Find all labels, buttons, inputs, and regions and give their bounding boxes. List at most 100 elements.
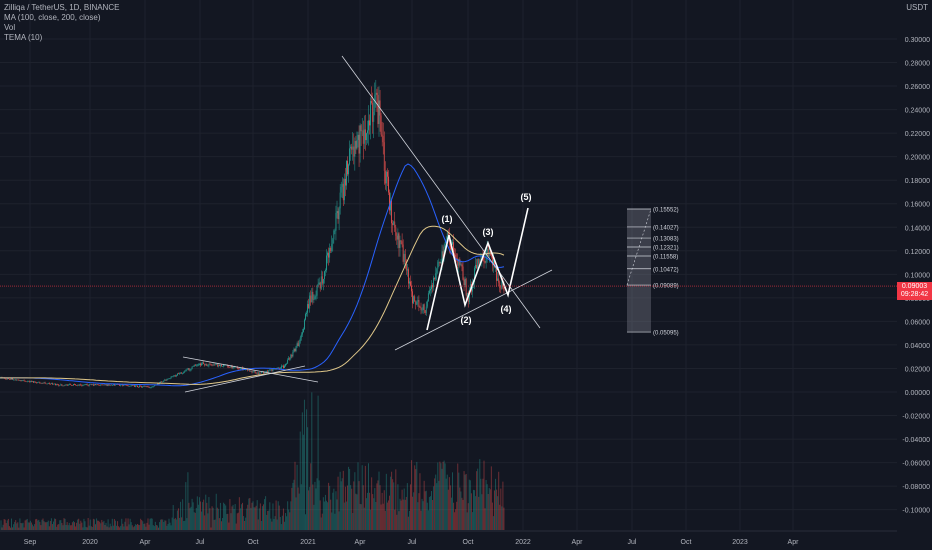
candle-body: [376, 92, 378, 96]
volume-bar: [341, 478, 343, 530]
volume-bar: [142, 521, 144, 530]
candle-body: [87, 385, 89, 386]
volume-bar: [24, 520, 26, 530]
candle-body: [14, 379, 16, 381]
candle-body: [42, 382, 44, 384]
time-axis[interactable]: Sep 2020 Apr Jul Oct 2021 Apr Jul Oct 2022 Apr Jul O…: [0, 530, 897, 546]
volume-bar: [41, 519, 43, 530]
bar-countdown: 09:28:42: [900, 291, 929, 298]
candle-body: [268, 370, 270, 373]
candle-body: [361, 130, 363, 132]
fib-level-label: (0.15552): [653, 207, 679, 213]
volume-bar: [284, 521, 285, 530]
volume-bar: [15, 520, 17, 530]
volume-bar: [491, 502, 493, 530]
volume-bar: [466, 512, 468, 530]
candle-body: [223, 364, 224, 367]
candle-body: [80, 384, 82, 386]
candle-body: [30, 380, 31, 382]
candle-body: [392, 223, 394, 225]
volume-bar: [397, 484, 399, 530]
candle-body: [324, 271, 325, 280]
volume-bar: [74, 522, 75, 530]
candle-body: [191, 366, 193, 369]
volume-bar: [331, 512, 333, 530]
volume-bar: [378, 471, 380, 530]
volume-bar: [13, 524, 15, 530]
volume-bar: [330, 499, 332, 530]
candle-body: [465, 278, 467, 296]
volume-bar: [421, 498, 423, 530]
volume-bar: [176, 510, 178, 530]
candle-body: [250, 371, 252, 372]
volume-bar: [450, 497, 452, 530]
volume-bar: [287, 501, 289, 530]
volume-bar: [488, 487, 490, 530]
volume-bar: [88, 525, 90, 530]
volume-bar: [100, 523, 102, 530]
fib-level-label: (0.12321): [653, 246, 679, 252]
candle-body: [203, 362, 205, 365]
candle-body: [342, 183, 344, 201]
candle-body: [38, 382, 40, 383]
volume-bar: [187, 472, 189, 530]
volume-bar: [12, 527, 14, 530]
volume-bar: [78, 518, 80, 530]
currency-label[interactable]: USDT: [906, 3, 928, 12]
price-axis[interactable]: 0.30000 0.28000 0.26000 0.24000 0.22000 0.200…: [902, 37, 930, 515]
volume-bar: [500, 488, 502, 530]
candle-body: [125, 384, 127, 386]
last-price-value: 0.09003: [901, 283, 928, 290]
volume-bar: [85, 526, 87, 530]
indicator-vol[interactable]: Vol: [4, 23, 16, 32]
candle-body: [24, 380, 26, 382]
volume-bar: [392, 479, 394, 530]
candle-body: [82, 384, 84, 386]
volume-bar: [360, 504, 362, 530]
symbol-title[interactable]: Zilliqa / TetherUS, 1D, BINANCE: [4, 3, 120, 12]
volume-bar: [366, 492, 368, 530]
elliott-wave[interactable]: (1) (2) (3) (4) (5): [426, 192, 532, 331]
candle-body: [420, 307, 422, 310]
candle-body: [333, 230, 335, 240]
volume-bar: [108, 527, 110, 530]
candle-body: [230, 365, 232, 368]
volume-bar: [351, 488, 353, 530]
candle-body: [391, 200, 392, 224]
volume-bar: [460, 491, 462, 530]
indicator-tema[interactable]: TEMA (10): [4, 33, 43, 42]
volume-bar: [112, 525, 114, 530]
volume-bar: [243, 516, 245, 530]
candle-body: [446, 232, 448, 240]
volume-bar: [329, 485, 331, 530]
volume-bar: [80, 520, 82, 530]
volume-bar: [217, 508, 219, 530]
wave-path: [426, 207, 529, 331]
volume-bar: [131, 525, 133, 530]
volume-bar: [58, 524, 60, 530]
volume-bar: [250, 507, 252, 530]
volume-bar: [168, 518, 170, 530]
volume-bar: [403, 488, 405, 530]
candle-body: [359, 125, 361, 154]
candle-body: [123, 384, 125, 386]
volume-bar: [253, 507, 255, 530]
trend-drawings[interactable]: [182, 55, 553, 393]
volume-bar: [221, 521, 222, 530]
volume-bar: [129, 518, 131, 530]
candle-body: [493, 259, 494, 266]
moving-averages: [0, 163, 505, 387]
candle-body: [248, 370, 250, 371]
candle-body: [337, 211, 339, 220]
indicator-ma[interactable]: MA (100, close, 200, close): [4, 13, 101, 22]
candle-body: [259, 372, 261, 374]
candle-body: [343, 178, 345, 201]
candle-body: [433, 277, 434, 288]
volume-bar: [375, 502, 377, 530]
candle-body: [332, 239, 334, 245]
volume-bar: [372, 494, 374, 530]
fib-extension[interactable]: (0.15552) (0.14027) (0.13083) (0.12321) (0.1…: [626, 207, 679, 337]
candle-body: [360, 125, 362, 132]
